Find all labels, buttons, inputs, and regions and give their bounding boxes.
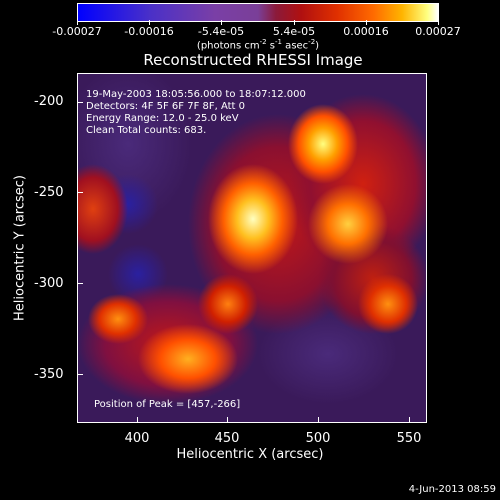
colorbar-label-0: -0.00027 xyxy=(52,25,102,38)
y-tick-label: -300 xyxy=(34,276,64,291)
info-detectors: Detectors: 4F 5F 6F 7F 8F, Att 0 xyxy=(86,101,246,112)
colorbar-unit-label: (photons cm-2 s-1 asec-2) xyxy=(196,38,320,52)
image-title: Reconstructed RHESSI Image xyxy=(143,51,363,69)
y-tick-mark xyxy=(77,283,83,284)
colorbar-label-1: -0.00016 xyxy=(124,25,174,38)
y-tick-label: -250 xyxy=(34,185,64,200)
colorbar-label-5: 0.00027 xyxy=(415,25,461,38)
x-tick-mark xyxy=(409,417,410,423)
y-axis-label: Heliocentric Y (arcsec) xyxy=(12,175,28,321)
info-clean-counts: Clean Total counts: 683. xyxy=(86,125,207,136)
x-tick-label: 450 xyxy=(214,431,240,446)
x-tick-mark xyxy=(318,417,319,423)
x-tick-label: 400 xyxy=(124,431,150,446)
colorbar-ticks xyxy=(77,20,439,26)
y-tick-mark xyxy=(77,374,83,375)
peak-position: Position of Peak = [457,-266] xyxy=(94,399,241,410)
rhessi-image: 19-May-2003 18:05:56.000 to 18:07:12.000… xyxy=(77,73,427,423)
footer-date: 4-Jun-2013 08:59 xyxy=(408,484,496,495)
x-tick-label: 500 xyxy=(305,431,331,446)
y-tick-mark xyxy=(77,192,83,193)
y-tick-label: -350 xyxy=(34,367,64,382)
x-tick-mark xyxy=(227,417,228,423)
colorbar-label-2: -5.4e-05 xyxy=(197,25,245,38)
x-tick-mark xyxy=(137,417,138,423)
y-tick-mark xyxy=(77,102,83,103)
colorbar xyxy=(77,3,439,22)
x-tick-label: 550 xyxy=(396,431,422,446)
colorbar-label-3: 5.4e-05 xyxy=(272,25,316,38)
info-time-range: 19-May-2003 18:05:56.000 to 18:07:12.000 xyxy=(86,89,306,100)
x-axis-label: Heliocentric X (arcsec) xyxy=(176,447,324,462)
colorbar-label-4: 0.00016 xyxy=(343,25,389,38)
y-tick-label: -200 xyxy=(34,94,64,109)
info-energy-range: Energy Range: 12.0 - 25.0 keV xyxy=(86,113,239,124)
